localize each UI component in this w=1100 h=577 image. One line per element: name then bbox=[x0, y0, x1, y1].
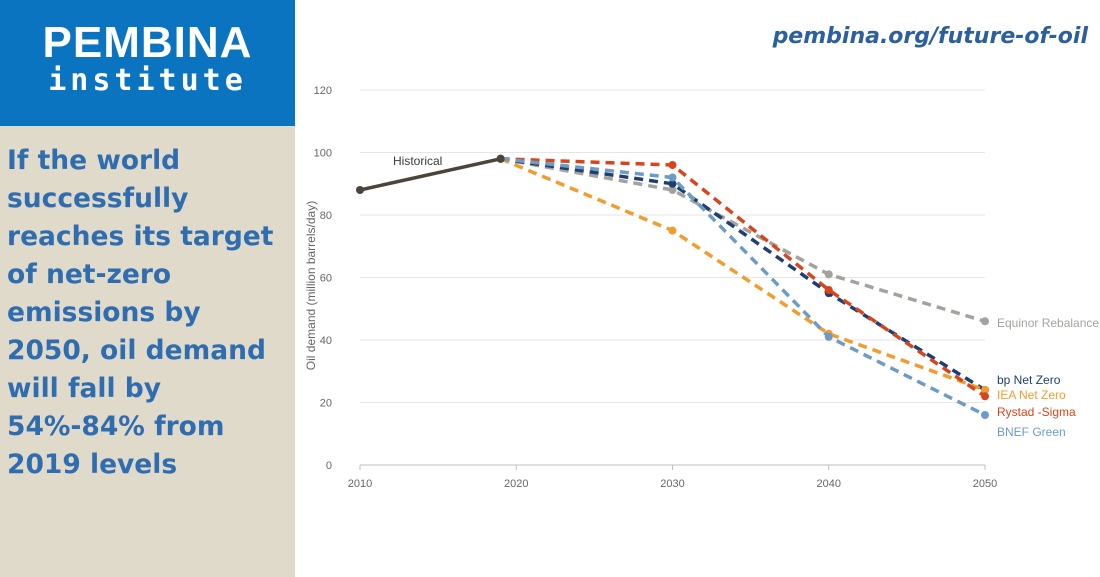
headline: If the world successfully reaches its ta… bbox=[7, 145, 274, 480]
data-point-historical bbox=[496, 154, 505, 163]
series-line-bp-net-zero bbox=[500, 157, 986, 392]
series-labels: Historical Equinor Rebalance bp Net ZeroIE… bbox=[393, 154, 1099, 439]
series-label-equinor-rebalance: Equinor Rebalance bbox=[997, 316, 1099, 330]
data-point-bnef-green bbox=[824, 332, 833, 341]
x-tick-label: 2030 bbox=[660, 478, 684, 490]
data-point-bnef-green bbox=[981, 411, 989, 419]
data-point-rystad-sigma bbox=[981, 392, 989, 401]
data-point-bp-net-zero bbox=[668, 179, 677, 188]
series-line-rystad-sigma bbox=[500, 157, 986, 398]
side-panel: If the world successfully reaches its ta… bbox=[0, 126, 295, 577]
series-label-historical: Historical bbox=[393, 154, 442, 168]
x-tick-label: 2040 bbox=[817, 478, 841, 490]
series-label-iea-net-zero: IEA Net Zero bbox=[997, 388, 1066, 402]
y-tick-label: 40 bbox=[320, 335, 332, 347]
y-tick-label: 120 bbox=[314, 85, 332, 97]
x-tick-label: 2020 bbox=[504, 478, 528, 490]
gridlines bbox=[359, 89, 986, 470]
logo-name: PEMBINA bbox=[42, 18, 253, 67]
y-tick-label: 0 bbox=[326, 460, 332, 472]
y-tick-label: 60 bbox=[320, 273, 332, 285]
data-point-equinor-rebalance bbox=[824, 270, 833, 279]
x-axis-ticks: 2010 2020 2030 2040 2050 bbox=[348, 478, 997, 490]
data-point-equinor-rebalance bbox=[981, 317, 989, 326]
data-point-historical bbox=[356, 186, 364, 194]
x-tick-label: 2010 bbox=[348, 478, 372, 490]
logo-subtitle: institute bbox=[48, 63, 247, 98]
series-label-bp-net-zero: bp Net Zero bbox=[997, 373, 1061, 387]
data-point-rystad-sigma bbox=[668, 161, 677, 169]
y-tick-label: 20 bbox=[320, 398, 332, 410]
series-line-equinor-rebalance bbox=[500, 157, 986, 323]
y-tick-label: 100 bbox=[314, 148, 332, 160]
pembina-logo: PEMBINA institute bbox=[0, 0, 295, 126]
series-line-bnef-green bbox=[500, 157, 986, 417]
y-axis-ticks: 0 20 40 60 80 100 120 bbox=[314, 85, 332, 472]
y-axis-title: Oil demand (million barrels/day) bbox=[304, 201, 318, 370]
series-line-iea-net-zero bbox=[499, 157, 986, 392]
series-label-bnef-green: BNEF Green bbox=[997, 425, 1066, 439]
series-lines bbox=[356, 154, 989, 419]
data-point-iea-net-zero bbox=[981, 386, 989, 394]
series-line-historical bbox=[359, 157, 501, 192]
data-point-rystad-sigma bbox=[824, 286, 833, 294]
data-point-iea-net-zero bbox=[668, 226, 677, 235]
data-point-equinor-rebalance bbox=[668, 186, 677, 194]
y-tick-label: 80 bbox=[320, 210, 332, 222]
series-label-rystad-sigma: Rystad -Sigma bbox=[997, 405, 1076, 419]
x-tick-label: 2050 bbox=[973, 478, 997, 490]
data-point-bnef-green bbox=[668, 173, 677, 182]
site-url[interactable]: pembina.org/future-of-oil bbox=[772, 24, 1088, 49]
